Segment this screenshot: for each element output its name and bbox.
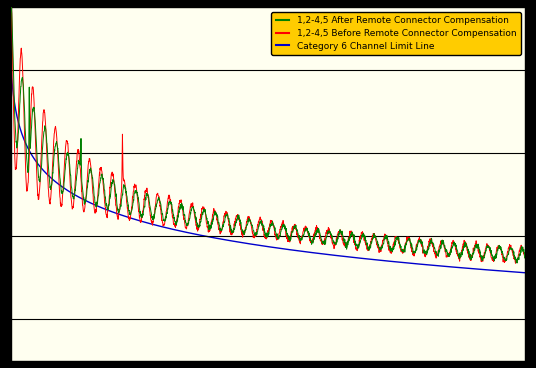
- Legend: 1,2-4,5 After Remote Connector Compensation, 1,2-4,5 Before Remote Connector Com: 1,2-4,5 After Remote Connector Compensat…: [271, 12, 521, 55]
